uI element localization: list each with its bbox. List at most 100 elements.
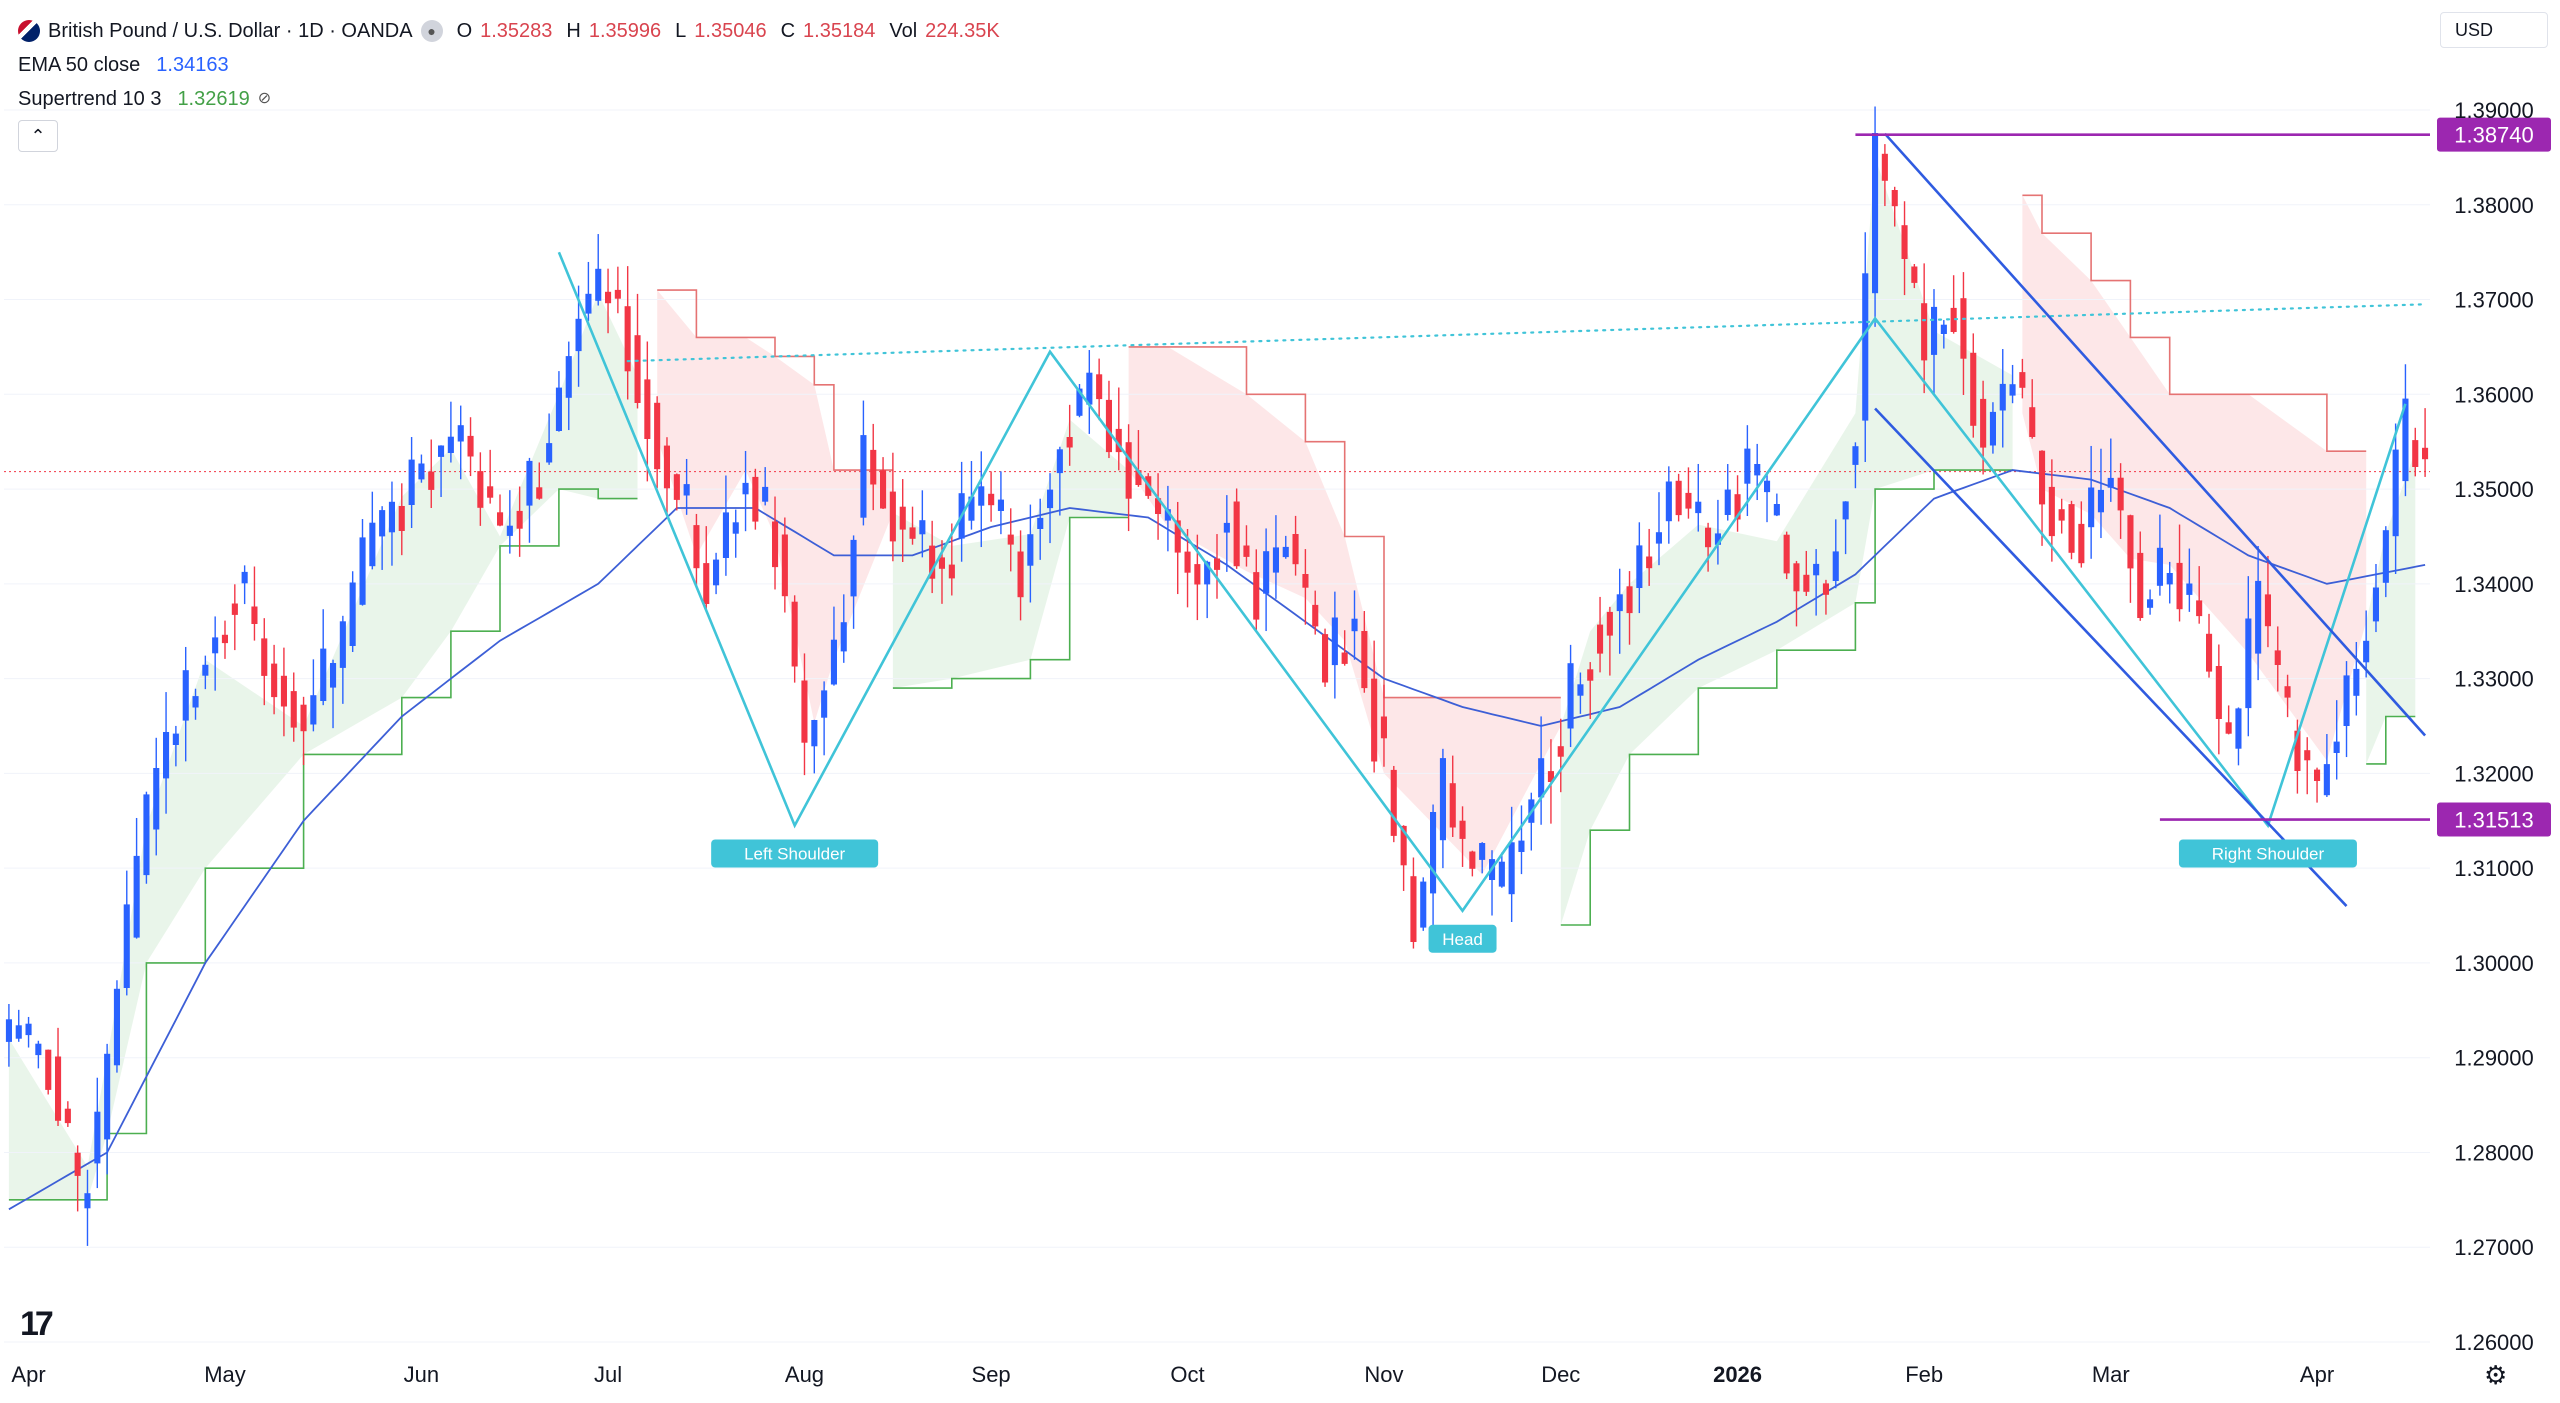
descending-channel — [1874, 132, 2427, 907]
candle-down — [1135, 430, 1142, 487]
candle-body — [467, 435, 474, 457]
candle-body — [2245, 618, 2252, 709]
candle-up — [1086, 350, 1093, 434]
candle-body — [1636, 545, 1643, 588]
candle-up — [1263, 528, 1270, 632]
candle-up — [330, 659, 337, 729]
candle-body — [251, 606, 258, 624]
candle-body — [1626, 586, 1633, 614]
low-value: 1.35046 — [694, 20, 767, 42]
gear-icon[interactable]: ⚙ — [2484, 1360, 2508, 1390]
candle-body — [1115, 428, 1122, 453]
candle-down — [1361, 610, 1368, 693]
candle-up — [1331, 591, 1338, 699]
candle-body — [2117, 477, 2124, 511]
candle-body — [1724, 489, 1731, 515]
candle-down — [1390, 765, 1397, 843]
candle-down — [1891, 186, 1898, 227]
candle-up — [5, 1003, 12, 1067]
candles — [5, 106, 2429, 1246]
candle-body — [870, 449, 877, 485]
supertrend-up-line — [2366, 715, 2416, 765]
candle-body — [1567, 663, 1574, 729]
candle-up — [546, 413, 553, 465]
candle-body — [310, 695, 317, 725]
supertrend-legend-row[interactable]: Supertrend 10 3 1.32619 ⊘ — [18, 82, 1000, 116]
pattern-label: Right Shoulder — [2178, 839, 2357, 868]
candle-body — [64, 1108, 71, 1124]
supertrend-down-line — [657, 289, 893, 471]
candle-up — [1842, 501, 1849, 555]
symbol-title[interactable]: British Pound / U.S. Dollar · 1D · OANDA — [48, 20, 413, 42]
candle-body — [438, 445, 445, 457]
candle-down — [1184, 528, 1191, 608]
candle-up — [1636, 522, 1643, 614]
candle-down — [2068, 500, 2075, 560]
candle-up — [1616, 568, 1623, 654]
candle-body — [1980, 398, 1987, 448]
time-tick-label: Aug — [785, 1362, 824, 1387]
candle-up — [1665, 466, 1672, 544]
candle-up — [310, 659, 317, 732]
candle-down — [1322, 628, 1329, 687]
collapse-legend-button[interactable]: ⌃ — [18, 120, 58, 152]
candle-down — [1371, 640, 1378, 773]
candle-up — [2323, 734, 2330, 797]
candle-body — [300, 704, 307, 732]
candle-body — [2048, 486, 2055, 537]
candle-down — [1901, 201, 1908, 296]
candle-down — [1243, 525, 1250, 567]
candle-body — [614, 289, 621, 299]
candle-down — [2215, 644, 2222, 755]
candle-body — [644, 379, 651, 439]
candle-body — [1164, 509, 1171, 521]
price-tick-label: 1.30000 — [2454, 951, 2534, 976]
channel-trendline — [1883, 132, 2427, 737]
pattern-label-bg — [1428, 924, 1497, 953]
candle-down — [1312, 590, 1319, 635]
candle-body — [1214, 558, 1221, 570]
candle-body — [339, 621, 346, 668]
eye-off-icon[interactable]: ⊘ — [257, 90, 272, 107]
candle-down — [1911, 263, 1918, 289]
high-value: 1.35996 — [588, 20, 662, 42]
candle-body — [1439, 758, 1446, 841]
ema-legend-row[interactable]: EMA 50 close 1.34163 — [18, 48, 1000, 82]
candle-up — [1518, 805, 1525, 875]
ema-value: 1.34163 — [156, 54, 229, 76]
gbp-usd-flag-icon — [18, 20, 40, 42]
candle-up — [113, 980, 120, 1073]
candle-up — [438, 445, 445, 498]
time-axis[interactable]: Apr May Jun Jul Aug Sep Oct Nov Dec 2026 Feb Mar Apr — [11, 1362, 2334, 1387]
high-label: H — [566, 20, 581, 42]
neckline — [626, 303, 2427, 363]
candle-body — [1705, 527, 1712, 548]
candle-up — [2186, 548, 2193, 612]
candle-body — [241, 571, 248, 584]
currency-selector[interactable]: USD — [2440, 12, 2548, 48]
candle-body — [929, 545, 936, 579]
candle-up — [860, 400, 867, 526]
candle-up — [133, 817, 140, 939]
candle-body — [2078, 523, 2085, 564]
candle-body — [1253, 572, 1260, 620]
tradingview-logo-icon[interactable]: 17 — [20, 1305, 54, 1343]
candle-body — [575, 318, 582, 352]
candle-up — [104, 1043, 111, 1175]
time-tick-label: Nov — [1364, 1362, 1403, 1387]
price-axis[interactable]: 1.39000 1.38000 1.37000 1.36000 1.35000 1.340… — [2454, 98, 2534, 1355]
candle-up — [713, 552, 720, 595]
candle-body — [2314, 769, 2321, 781]
horizontal-levels: 1.38740 1.31513 — [1855, 117, 2551, 837]
candle-up — [1764, 472, 1771, 523]
candle-body — [889, 491, 896, 542]
price-tick-label: 1.36000 — [2454, 382, 2534, 407]
candle-down — [801, 653, 808, 776]
candle-down — [2019, 358, 2026, 399]
candle-body — [1587, 669, 1594, 681]
candle-down — [2274, 626, 2281, 692]
market-status-icon[interactable]: ● — [420, 20, 443, 42]
candle-body — [1950, 307, 1957, 332]
price-tick-label: 1.38000 — [2454, 193, 2534, 218]
